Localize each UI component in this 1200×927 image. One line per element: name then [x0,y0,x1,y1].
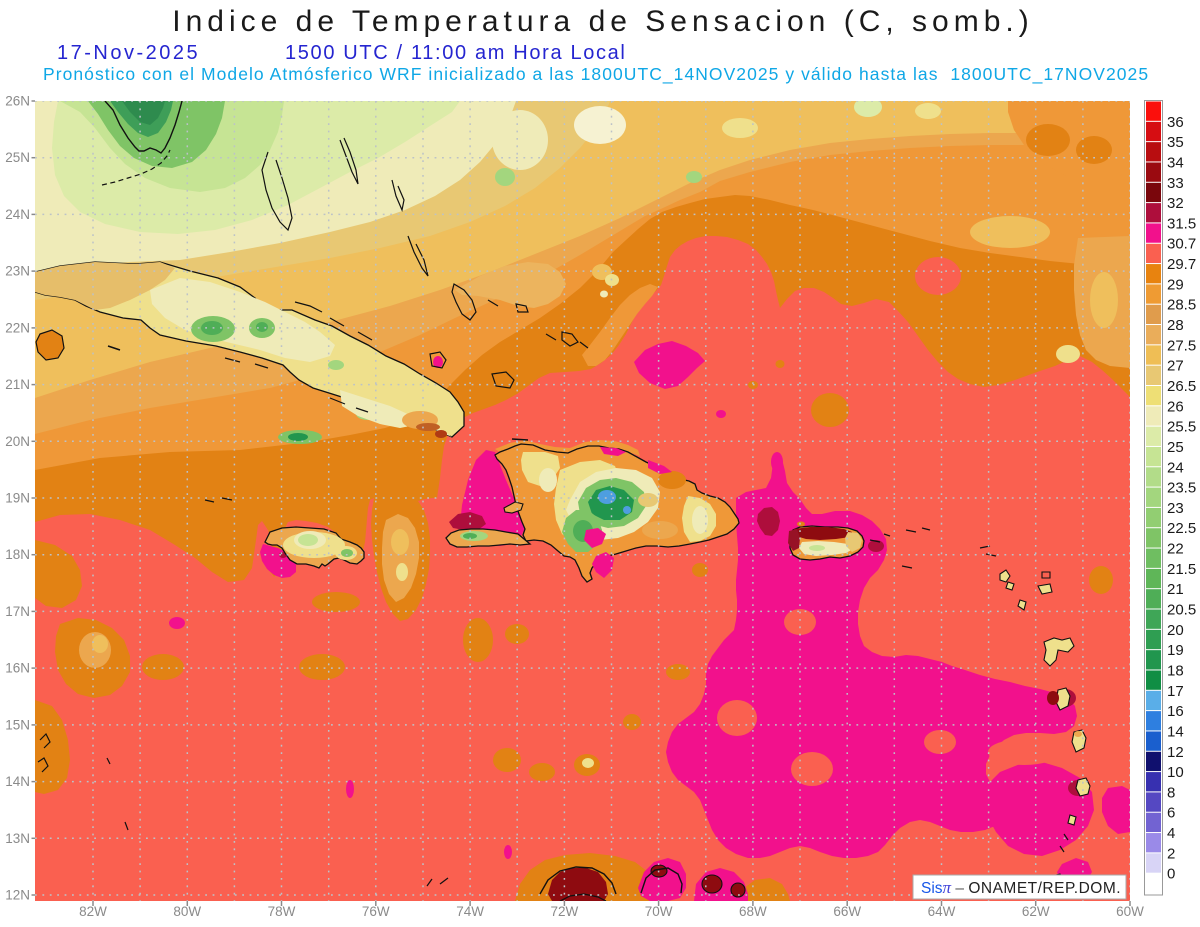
svg-text:26: 26 [1167,398,1184,415]
svg-text:20.5: 20.5 [1167,602,1196,619]
svg-text:24N: 24N [5,207,30,222]
svg-text:27: 27 [1167,358,1184,375]
svg-text:72W: 72W [551,904,579,919]
svg-text:21.5: 21.5 [1167,561,1196,578]
svg-text:13N: 13N [5,831,30,846]
svg-text:Pronóstico con el Modelo Atmós: Pronóstico con el Modelo Atmósferico WRF… [43,64,1149,85]
svg-text:18: 18 [1167,663,1184,680]
svg-text:19: 19 [1167,642,1184,659]
svg-text:80W: 80W [173,904,201,919]
svg-text:Indice de Temperatura de Sensa: Indice de Temperatura de Sensacion (C, s… [172,5,1033,38]
svg-text:23.5: 23.5 [1167,480,1196,497]
svg-text:29.7: 29.7 [1167,256,1196,273]
svg-text:12N: 12N [5,888,30,903]
svg-text:15N: 15N [5,717,30,732]
svg-text:2: 2 [1167,845,1175,862]
svg-text:70W: 70W [645,904,673,919]
svg-text:22N: 22N [5,320,30,335]
svg-text:28: 28 [1167,317,1184,334]
svg-text:16N: 16N [5,661,30,676]
svg-text:76W: 76W [362,904,390,919]
svg-text:66W: 66W [833,904,861,919]
svg-text:25N: 25N [5,150,30,165]
svg-text:17: 17 [1167,683,1184,700]
svg-text:78W: 78W [268,904,296,919]
svg-text:12: 12 [1167,744,1184,761]
svg-text:31.5: 31.5 [1167,215,1196,232]
svg-text:32: 32 [1167,195,1184,212]
svg-text:17N: 17N [5,604,30,619]
svg-text:20: 20 [1167,622,1184,639]
svg-text:10: 10 [1167,764,1184,781]
svg-text:23N: 23N [5,264,30,279]
svg-text:60W: 60W [1116,904,1144,919]
svg-text:14N: 14N [5,774,30,789]
svg-text:Sisπ – ONAMET/REP.DOM.: Sisπ – ONAMET/REP.DOM. [921,878,1121,897]
svg-text:14: 14 [1167,723,1184,740]
svg-text:36: 36 [1167,114,1184,131]
svg-text:25.5: 25.5 [1167,419,1196,436]
svg-text:22.5: 22.5 [1167,520,1196,537]
svg-text:20N: 20N [5,434,30,449]
svg-text:74W: 74W [456,904,484,919]
svg-text:26.5: 26.5 [1167,378,1196,395]
svg-text:21N: 21N [5,377,30,392]
svg-text:19N: 19N [5,491,30,506]
svg-text:25: 25 [1167,439,1184,456]
svg-text:1500 UTC / 11:00 am Hora Local: 1500 UTC / 11:00 am Hora Local [285,42,627,64]
svg-text:29: 29 [1167,276,1184,293]
svg-text:82W: 82W [79,904,107,919]
svg-text:33: 33 [1167,175,1184,192]
svg-text:34: 34 [1167,155,1184,172]
svg-text:68W: 68W [739,904,767,919]
svg-text:28.5: 28.5 [1167,297,1196,314]
svg-text:0: 0 [1167,866,1175,883]
svg-text:6: 6 [1167,805,1175,822]
svg-text:35: 35 [1167,134,1184,151]
svg-text:62W: 62W [1022,904,1050,919]
svg-text:23: 23 [1167,500,1184,517]
svg-text:21: 21 [1167,581,1184,598]
svg-text:18N: 18N [5,547,30,562]
svg-text:4: 4 [1167,825,1175,842]
svg-text:8: 8 [1167,784,1175,801]
svg-text:16: 16 [1167,703,1184,720]
svg-text:64W: 64W [928,904,956,919]
svg-text:26N: 26N [5,94,30,109]
svg-text:24: 24 [1167,459,1184,476]
svg-text:27.5: 27.5 [1167,337,1196,354]
svg-text:30.7: 30.7 [1167,236,1196,253]
svg-text:22: 22 [1167,541,1184,558]
svg-text:17-Nov-2025: 17-Nov-2025 [57,42,200,64]
